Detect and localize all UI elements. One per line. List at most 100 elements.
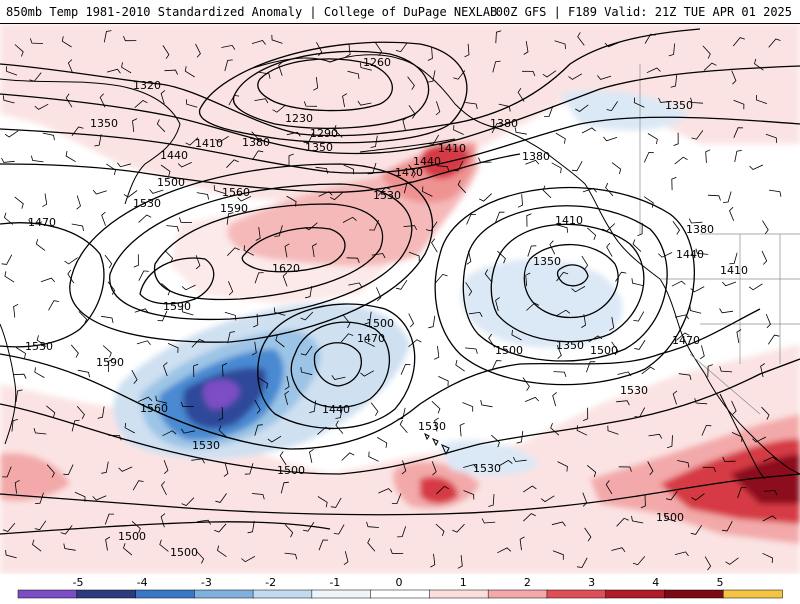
wind-barb [370, 402, 379, 416]
wind-barb [6, 66, 18, 76]
model-run-info: 00Z GFS | F189 Valid: 21Z TUE APR 01 202… [495, 5, 792, 19]
wind-barb [658, 252, 673, 258]
wind-barb [434, 346, 440, 360]
wind-barb [48, 300, 59, 311]
wind-barb [395, 42, 408, 53]
wind-barb [452, 523, 465, 533]
height-contour [153, 203, 384, 301]
wind-barb [215, 493, 227, 503]
wind-barb [522, 485, 537, 493]
wind-barb [695, 248, 709, 255]
wind-barb [274, 225, 283, 237]
wind-barb [2, 522, 16, 532]
wind-barb [428, 134, 440, 145]
wind-barb [318, 191, 333, 197]
wind-barb [611, 162, 622, 175]
wind-barb [400, 364, 411, 375]
wind-barb [348, 282, 363, 288]
wind-barb [408, 164, 416, 178]
colorbar-tick-label: 5 [717, 576, 724, 589]
wind-barb [577, 32, 585, 46]
wind-barb [181, 428, 195, 434]
cold-anomaly-region [461, 259, 623, 348]
wind-barb [407, 76, 415, 90]
wind-barb [733, 99, 745, 110]
colorbar: -5 -4 -3 -2 -1 0 1 2 3 4 5 [0, 574, 800, 600]
wind-barb [544, 105, 554, 117]
wind-barb [542, 70, 557, 78]
height-contour [0, 308, 761, 450]
contour-label: 1350 [556, 339, 584, 352]
wind-barb [452, 160, 464, 172]
contour-label: 1380 [522, 150, 550, 163]
wind-barb [551, 162, 562, 174]
wind-barb [634, 339, 646, 350]
wind-barb [671, 176, 677, 191]
wind-barb [76, 195, 81, 210]
wind-barb [431, 401, 441, 414]
height-contour [257, 303, 416, 430]
colorbar-tick-label: -2 [265, 576, 276, 589]
wind-barb [691, 130, 704, 140]
wind-barb [101, 315, 114, 323]
wind-barb [556, 224, 568, 233]
wind-barb [734, 150, 742, 163]
height-contour [523, 243, 619, 319]
wind-barb [138, 396, 153, 402]
wind-barb [123, 543, 133, 556]
wind-barb [605, 182, 614, 197]
wind-barb [731, 70, 737, 85]
wind-barb [12, 373, 27, 379]
contour-labels: 1260 1320 1230 1290 1350 1350 1410 1380 … [25, 56, 748, 559]
wind-barb [632, 556, 646, 566]
wind-barb [164, 69, 178, 75]
warm-anomaly-region [0, 24, 800, 204]
wind-barb [491, 360, 502, 371]
wind-barb [522, 70, 536, 77]
wind-barb [14, 44, 24, 57]
wind-barb [690, 97, 704, 104]
wind-barb [218, 425, 228, 438]
wind-barb [402, 117, 408, 132]
wind-barb [495, 297, 500, 311]
wind-barb [300, 345, 313, 356]
wind-barb [463, 490, 475, 500]
wind-barb [366, 521, 379, 528]
height-contour [313, 342, 362, 387]
wind-barb [732, 37, 745, 47]
wind-barb [391, 493, 402, 505]
wind-barb [333, 125, 343, 138]
wind-barb [300, 311, 314, 321]
wind-barb [118, 466, 133, 472]
wind-barb [705, 149, 711, 163]
wind-barb [36, 335, 47, 347]
wind-barb [224, 59, 233, 72]
wind-barb [616, 517, 629, 527]
colorbar-tick-label: 0 [396, 576, 403, 589]
wind-barb [491, 434, 500, 448]
wind-barb [161, 481, 167, 496]
wind-barb [552, 392, 557, 407]
wind-barb [214, 136, 229, 143]
wind-barb [226, 159, 239, 168]
colorbar-tick-label: -1 [329, 576, 340, 589]
height-contour [434, 186, 695, 386]
colorbar-tick-label: 4 [652, 576, 659, 589]
wind-barb [719, 366, 733, 373]
wind-barb [99, 93, 106, 108]
wind-barb [428, 315, 436, 329]
wind-barb [65, 93, 73, 108]
wind-barb [401, 460, 407, 475]
wind-barb [549, 240, 556, 255]
wind-barb [15, 347, 26, 359]
wind-barb [63, 543, 76, 551]
height-contour [490, 223, 645, 343]
wind-barb [435, 101, 441, 116]
wind-barb [571, 286, 586, 293]
anomaly-map: 1260 1320 1230 1290 1350 1350 1410 1380 … [0, 24, 800, 574]
wind-barb [765, 313, 771, 329]
wind-barb [288, 153, 294, 167]
wind-barb [666, 490, 678, 501]
wind-barb [768, 38, 781, 48]
wind-barb [4, 271, 15, 283]
